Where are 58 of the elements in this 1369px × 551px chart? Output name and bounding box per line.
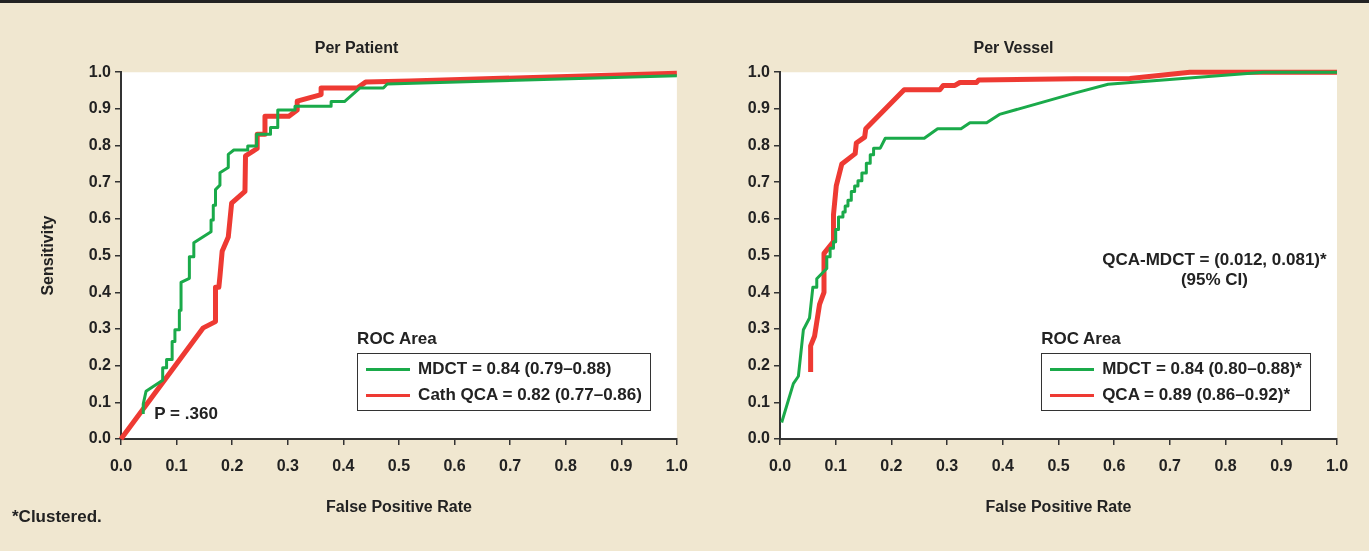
y-axis-title: Sensitivity bbox=[39, 215, 57, 296]
legend-label: QCA = 0.89 (0.86–0.92)* bbox=[1102, 385, 1291, 405]
y-tick-label: 0.5 bbox=[747, 246, 771, 264]
y-tick-label: 0.3 bbox=[747, 319, 771, 337]
x-tick-label: 0.6 bbox=[443, 457, 466, 475]
y-tick-label: 0.1 bbox=[747, 392, 771, 410]
x-tick-label: 0.9 bbox=[610, 457, 633, 475]
y-tick-label: 0.2 bbox=[747, 356, 771, 374]
y-tick-label: 0.5 bbox=[88, 246, 112, 264]
x-tick-label: 1.0 bbox=[1325, 457, 1349, 475]
x-tick-label: 0.4 bbox=[991, 457, 1015, 475]
y-tick-label: 0.6 bbox=[747, 209, 771, 227]
x-tick-label: 0.1 bbox=[165, 457, 188, 475]
x-tick-label: 0.5 bbox=[387, 457, 411, 475]
y-tick-label: 0.1 bbox=[88, 392, 112, 410]
x-axis-title: False Positive Rate bbox=[326, 497, 472, 515]
x-tick-label: 0.0 bbox=[768, 457, 792, 475]
x-tick-label: 0.3 bbox=[935, 457, 959, 475]
x-tick-label: 0.1 bbox=[824, 457, 847, 475]
y-tick-label: 0.8 bbox=[88, 135, 112, 153]
x-tick-label: 0.3 bbox=[276, 457, 299, 475]
legend-label: MDCT = 0.84 (0.79–0.88) bbox=[418, 359, 612, 379]
annotation: P = .360 bbox=[154, 404, 218, 425]
x-tick-label: 0.0 bbox=[109, 457, 133, 475]
legend-title: ROC Area bbox=[357, 329, 438, 349]
x-tick-label: 0.5 bbox=[1047, 457, 1070, 475]
text: *Clustered. bbox=[12, 507, 102, 527]
legend-title: ROC Area bbox=[1041, 329, 1122, 349]
x-tick-label: 0.2 bbox=[221, 457, 244, 475]
y-tick-label: 0.9 bbox=[88, 99, 112, 117]
y-tick-label: 0.8 bbox=[747, 135, 771, 153]
x-tick-label: 0.9 bbox=[1270, 457, 1293, 475]
legend-label: MDCT = 0.84 (0.80–0.88)* bbox=[1102, 359, 1302, 379]
y-tick-label: 0.0 bbox=[88, 429, 112, 447]
y-tick-label: 0.4 bbox=[747, 282, 771, 300]
legend-label: Cath QCA = 0.82 (0.77–0.86) bbox=[418, 385, 642, 405]
y-tick-label: 0.6 bbox=[88, 209, 112, 227]
x-tick-label: 0.2 bbox=[880, 457, 903, 475]
y-tick-label: 0.2 bbox=[88, 356, 112, 374]
x-tick-label: 0.4 bbox=[332, 457, 355, 475]
y-tick-label: 0.7 bbox=[88, 172, 112, 190]
x-axis-title: False Positive Rate bbox=[985, 497, 1132, 515]
y-tick-label: 0.0 bbox=[747, 429, 771, 447]
chart-title: Per Patient bbox=[314, 39, 399, 57]
y-tick-label: 1.0 bbox=[747, 62, 771, 80]
y-tick-label: 0.9 bbox=[747, 99, 771, 117]
y-tick-label: 0.4 bbox=[88, 282, 112, 300]
x-tick-label: 0.8 bbox=[1214, 457, 1237, 475]
y-tick-label: 0.3 bbox=[88, 319, 112, 337]
x-tick-label: 0.7 bbox=[1158, 457, 1182, 475]
y-tick-label: 0.7 bbox=[747, 172, 771, 190]
x-tick-label: 0.6 bbox=[1103, 457, 1126, 475]
x-tick-label: 1.0 bbox=[665, 457, 689, 475]
chart-title: Per Vessel bbox=[973, 39, 1054, 57]
x-tick-label: 0.7 bbox=[498, 457, 522, 475]
x-tick-label: 0.8 bbox=[554, 457, 577, 475]
y-tick-label: 1.0 bbox=[88, 62, 112, 80]
annotation: QCA-MDCT = (0.012, 0.081)* (95% CI) bbox=[1102, 250, 1327, 291]
